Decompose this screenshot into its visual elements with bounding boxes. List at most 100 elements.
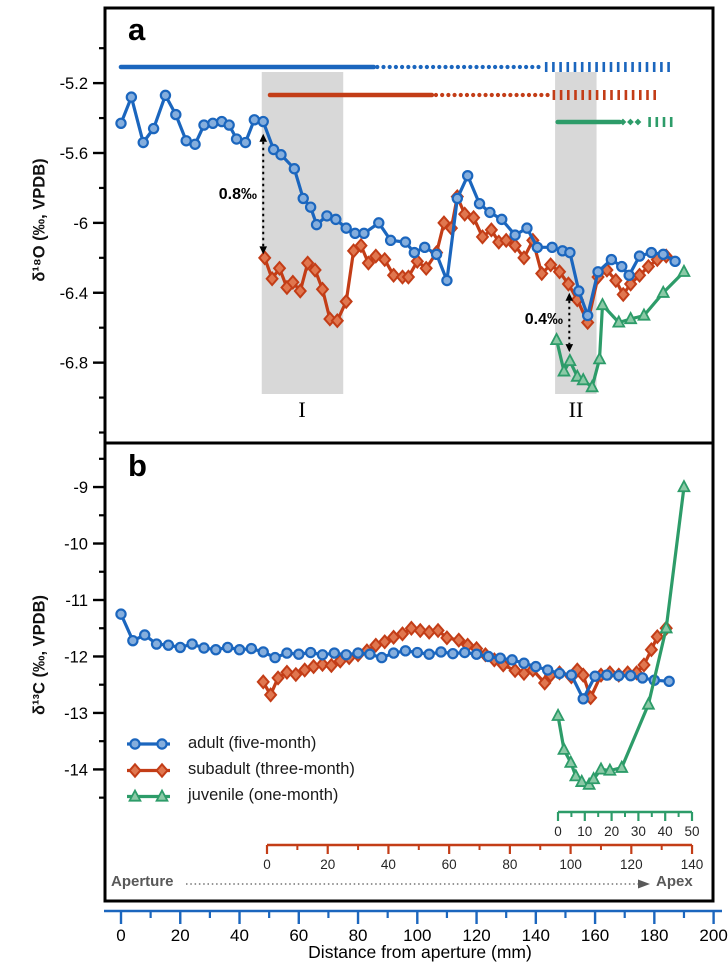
bar-dot (446, 92, 451, 98)
data-point-circle (340, 222, 352, 234)
bar-dash (595, 90, 599, 100)
data-point-diamond (437, 215, 451, 231)
bar-dash (617, 90, 620, 100)
data-point-triangle (614, 759, 629, 773)
data-point-circle (518, 657, 530, 669)
data-point-circle (328, 647, 341, 659)
data-point-triangle (677, 479, 691, 493)
bar-dot (387, 64, 392, 70)
bar-dash (609, 62, 613, 72)
bar-dot (480, 64, 485, 70)
arrow-head-up (565, 292, 574, 301)
data-point-triangle (576, 372, 591, 386)
panel-a-series-triangle (549, 263, 691, 393)
data-point-circle (198, 642, 210, 654)
main-x-axis: 0 20 40 60 80 100 120 140 160 180 200 (104, 909, 728, 945)
data-point-circle (451, 192, 464, 205)
data-point-circle (565, 669, 578, 681)
sub-axis-tick-label: 120 (620, 857, 643, 872)
data-point-diamond (155, 762, 169, 779)
data-point-circle (233, 643, 246, 656)
bar-dot (492, 64, 498, 70)
data-point-triangle (585, 379, 600, 393)
bar-dash (595, 62, 598, 72)
panel-b-y-axis: -9 -10 -11 -12 -13 -14 (64, 457, 105, 799)
data-point-diamond (256, 674, 270, 690)
data-point-triangle (592, 351, 607, 365)
apex-label: Apex (656, 873, 693, 890)
bar-dot (545, 92, 550, 98)
data-point-diamond (440, 630, 454, 646)
bar-dot (464, 92, 470, 98)
bar-dot (533, 92, 538, 98)
bar-dash (574, 90, 577, 100)
data-point-triangle (677, 263, 691, 277)
data-point-circle (267, 143, 280, 156)
data-point-diamond (308, 262, 322, 278)
data-point-circle (657, 248, 669, 261)
aperture-apex-arrow (186, 879, 650, 889)
data-point-circle (447, 647, 459, 660)
series-line (556, 486, 686, 787)
bar-dot (474, 64, 479, 70)
data-point-diamond (466, 209, 481, 226)
data-point-circle (399, 236, 412, 248)
data-point-diamond (354, 237, 368, 254)
data-point-diamond (315, 281, 330, 297)
data-point-circle (139, 629, 151, 641)
data-point-circle (430, 248, 443, 261)
arrow-head-up (259, 133, 268, 142)
data-point-triangle (611, 314, 626, 328)
data-point-diamond (641, 258, 656, 275)
bar-dot (433, 92, 439, 98)
data-point-circle (624, 669, 637, 682)
data-point-triangle (623, 311, 638, 325)
bar-dot (523, 64, 529, 70)
data-point-circle (521, 222, 533, 234)
data-point-circle (373, 217, 385, 229)
bar-dot (406, 64, 411, 70)
bar-dot (452, 92, 457, 98)
bar-dash (655, 117, 659, 127)
data-point-diamond (257, 250, 272, 266)
data-point-circle (423, 648, 435, 660)
data-point-circle (288, 163, 301, 175)
data-point-triangle (557, 741, 571, 755)
bar-dot (437, 64, 442, 70)
data-point-triangle (557, 363, 571, 377)
bar-dash (648, 117, 651, 127)
data-point-circle (156, 738, 168, 750)
bar-dash (653, 90, 656, 100)
x-tick-label: 0 (116, 926, 125, 945)
bar-dot (393, 64, 398, 70)
data-point-circle (281, 647, 293, 659)
data-point-diamond (537, 675, 552, 691)
data-point-diamond (413, 622, 427, 639)
data-point-diamond (419, 260, 433, 277)
bar-dot (468, 64, 473, 70)
data-point-circle (376, 651, 388, 664)
panel-a-letter: a (128, 12, 146, 47)
bar-dash (573, 62, 577, 72)
data-point-circle (269, 651, 281, 664)
bar-dot (489, 92, 494, 98)
growth-bar-adult (118, 62, 670, 72)
data-point-diamond (386, 267, 401, 284)
bar-dot (455, 64, 460, 70)
band-label-II: II (568, 397, 584, 422)
data-point-triangle (641, 696, 656, 710)
data-point-circle (364, 648, 376, 660)
y-tick-label: -6.8 (60, 355, 88, 373)
y-tick-label: -6 (73, 215, 88, 233)
data-point-circle (223, 119, 235, 131)
bar-dot (449, 64, 454, 70)
y-tick-label: -12 (64, 648, 88, 666)
annotation-arrow-1 (565, 292, 574, 353)
data-point-circle (275, 149, 287, 161)
bar-dash (631, 62, 634, 72)
bar-dot (424, 64, 429, 70)
data-point-diamond (632, 267, 647, 284)
x-tick-label: 120 (462, 926, 490, 945)
sub-axis-tick-label: 50 (684, 824, 699, 839)
